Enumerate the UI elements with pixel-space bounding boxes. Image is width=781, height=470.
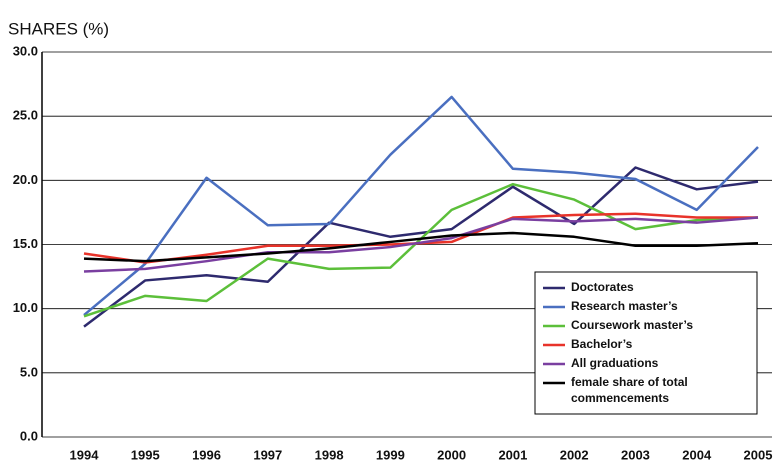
x-tick-label: 1998 <box>315 447 344 462</box>
x-tick-label: 2005 <box>744 447 773 462</box>
legend-box <box>534 271 758 415</box>
legend-label: female share of total commencements <box>571 375 688 405</box>
legend-label: Doctorates <box>571 280 634 294</box>
legend-label: Research master’s <box>571 299 678 313</box>
x-tick-label: 1997 <box>253 447 282 462</box>
legend-line: commencements <box>571 391 669 405</box>
y-tick-label: 10.0 <box>13 300 38 315</box>
series-line <box>83 216 759 273</box>
legend-label: Coursework master’s <box>571 318 693 332</box>
y-tick-label: 0.0 <box>20 428 38 443</box>
legend-label: All graduations <box>571 356 659 370</box>
y-tick-label: 20.0 <box>13 172 38 187</box>
x-tick-label: 2004 <box>682 447 712 462</box>
x-tick-label: 1994 <box>70 447 100 462</box>
chart-title: SHARES (%) <box>8 19 109 38</box>
y-tick-label: 5.0 <box>20 364 38 379</box>
y-tick-label: 15.0 <box>13 236 38 251</box>
legend-label: Bachelor’s <box>571 337 633 351</box>
series-line <box>83 166 759 328</box>
series-line <box>83 95 759 317</box>
y-tick-label: 30.0 <box>13 43 38 58</box>
x-tick-label: 2001 <box>498 447 527 462</box>
x-tick-label: 1999 <box>376 447 405 462</box>
x-tick-label: 1996 <box>192 447 221 462</box>
x-tick-label: 2003 <box>621 447 650 462</box>
x-tick-label: 2002 <box>560 447 589 462</box>
series-line <box>83 231 759 263</box>
y-tick-label: 25.0 <box>13 108 38 123</box>
x-tick-label: 2000 <box>437 447 466 462</box>
x-tick-label: 1995 <box>131 447 160 462</box>
legend-line: female share of total <box>571 375 688 389</box>
